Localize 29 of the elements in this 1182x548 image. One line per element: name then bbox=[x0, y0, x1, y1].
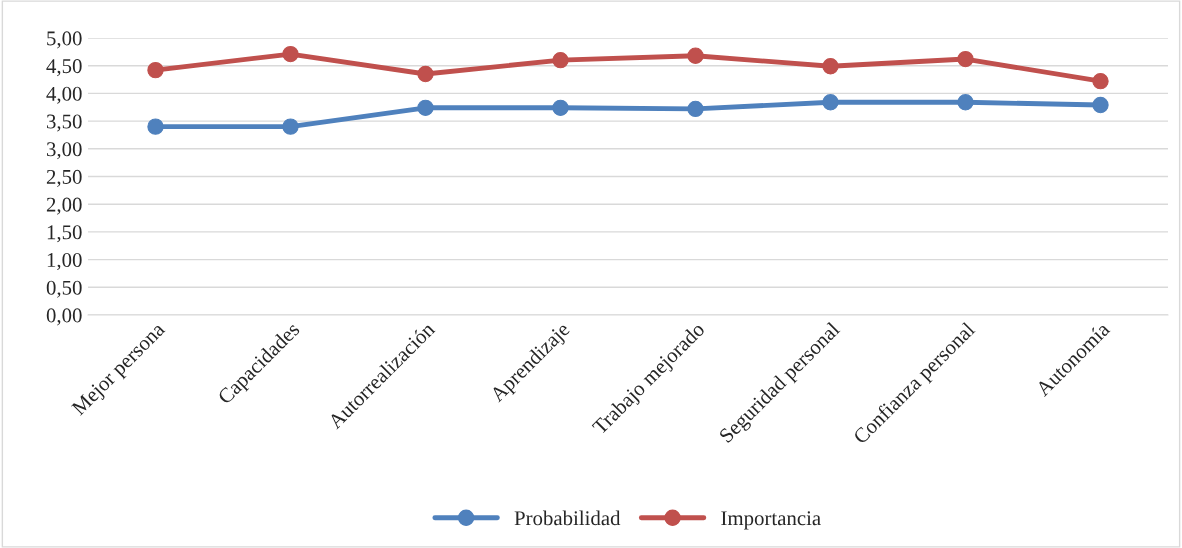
point bbox=[687, 100, 704, 118]
legend-label: Importancia bbox=[721, 511, 821, 530]
y-tick-label: 3,50 bbox=[46, 114, 82, 132]
point bbox=[552, 99, 569, 116]
point bbox=[147, 118, 164, 135]
y-tick-label: 3,00 bbox=[46, 142, 82, 160]
point bbox=[1092, 73, 1109, 90]
y-tick-label: 1,00 bbox=[47, 252, 82, 271]
legend-label: Probabilidad bbox=[514, 510, 621, 526]
y-tick-label: 4,50 bbox=[46, 59, 82, 77]
point bbox=[822, 58, 839, 75]
point bbox=[1092, 96, 1109, 114]
y-tick-label: 2,50 bbox=[46, 169, 82, 187]
point bbox=[687, 47, 704, 64]
point bbox=[822, 94, 839, 111]
y-tick-label: 1,50 bbox=[47, 225, 82, 243]
y-tick-label: 2,00 bbox=[46, 197, 82, 215]
y-tick-label: 5,00 bbox=[47, 31, 82, 49]
y-tick-label: 0,00 bbox=[46, 308, 82, 326]
point bbox=[552, 52, 569, 69]
y-tick-label: 4,00 bbox=[46, 86, 82, 104]
point bbox=[147, 61, 164, 79]
point bbox=[957, 50, 974, 68]
point bbox=[957, 94, 974, 111]
point bbox=[282, 118, 299, 135]
y-tick-label: 0,50 bbox=[46, 280, 82, 298]
point bbox=[417, 99, 434, 116]
point bbox=[417, 65, 434, 83]
point bbox=[282, 45, 299, 63]
